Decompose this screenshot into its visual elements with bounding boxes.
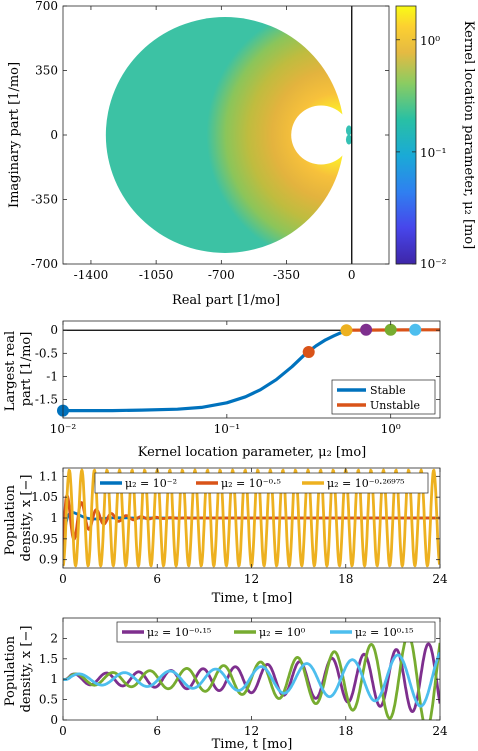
largest-real-part-legend: Stable Unstable: [331, 379, 436, 415]
mu-marker: [340, 324, 353, 337]
spectrum-xtick-label: -700: [208, 268, 235, 282]
unstable-simulation-xlabel: Time, t [mo]: [212, 737, 293, 751]
spectrum-xtick-label: -1050: [139, 268, 174, 282]
legend-label-mu-1e0: μ₂ = 10⁰: [259, 626, 306, 639]
spectrum-ytick-label: -700: [31, 257, 58, 271]
unstable-simulation-panel: 0 6 12 18 24 0 0.5 1 1.5 2 Time, t [mo] Populatio…: [3, 617, 448, 751]
mu-marker: [409, 323, 422, 336]
largest-real-part-ytick-label: -0.5: [35, 346, 58, 360]
legend-box: [116, 621, 436, 643]
largest-real-part-ticks: 10⁻² 10⁻¹ 10⁰ 0 -0.5 -1 -1.5: [35, 321, 440, 436]
stable-simulation-ticks: 0 6 12 18 24 0.9 0.95 1 1.05 1.1: [31, 468, 448, 586]
largest-real-part-xtick-label: 10⁰: [381, 422, 401, 436]
eigenvalue-disk: [105, 17, 345, 253]
eigenvalue-region: [105, 17, 352, 253]
colorbar-gradient-bar: [395, 5, 417, 265]
spectrum-panel: -1400 -1050 -700 -350 0 -700 -350 0 350 700 Real …: [7, 0, 476, 308]
largest-real-part-xtick-label: 10⁻¹: [214, 422, 240, 436]
legend-box: [94, 472, 429, 494]
spectrum-xtick-label: -1400: [74, 268, 109, 282]
stable-simulation-xlabel: Time, t [mo]: [212, 591, 293, 606]
spectrum-xlabel: Real part [1/mo]: [172, 293, 280, 308]
unstable-simulation-ytick-label: 1: [50, 672, 58, 686]
colorbar-tick-label: 10⁰: [420, 34, 440, 48]
stable-simulation-xtick-label: 12: [244, 572, 259, 586]
legend-label-mu-1e-0.15: μ₂ = 10⁻⁰·¹⁵: [147, 626, 211, 639]
spectrum-ticks: -1400 -1050 -700 -350 0 -700 -350 0 350 700: [31, 0, 389, 282]
unstable-simulation-xtick-label: 12: [244, 724, 259, 738]
colorbar-label: Kernel location parameter, μ₂ [mo]: [461, 21, 476, 249]
eigenvalue-cluster: [345, 134, 352, 145]
colorbar-tick-label: 10⁻¹: [420, 146, 446, 160]
unstable-simulation-ytick-label: 2: [50, 631, 58, 645]
unstable-simulation-legend: μ₂ = 10⁻⁰·¹⁵ μ₂ = 10⁰ μ₂ = 10⁰·¹⁵: [116, 621, 436, 643]
legend-box: [331, 379, 436, 415]
stable-simulation-xtick-label: 0: [59, 572, 67, 586]
unstable-simulation-xtick-label: 0: [59, 724, 67, 738]
stable-simulation-xtick-label: 18: [338, 572, 353, 586]
spectrum-ytick-label: -350: [31, 193, 58, 207]
stable-simulation-ytick-label: 1: [50, 511, 58, 525]
stable-simulation-legend: μ₂ = 10⁻² μ₂ = 10⁻⁰·⁵ μ₂ = 10⁻⁰·²⁶⁹⁷⁵: [94, 472, 429, 494]
unstable-simulation-ylabel-line-1: Population: [3, 635, 18, 706]
mu-marker: [302, 345, 315, 358]
stable-simulation-ylabel-line-2: density, x [−]: [19, 475, 34, 562]
stable-simulation-ylabel-line-1: Population: [3, 484, 18, 555]
mu-marker: [360, 323, 373, 336]
unstable-simulation-ytick-label: 0: [50, 713, 58, 727]
spectrum-ylabel: Imaginary part [1/mo]: [7, 62, 22, 208]
legend-label-mu-1e-0.5: μ₂ = 10⁻⁰·⁵: [221, 477, 281, 490]
largest-real-part-axes-box: [62, 320, 441, 419]
spectrum-xtick-label: 0: [348, 268, 356, 282]
largest-real-part-xtick-label: 10⁻²: [50, 422, 77, 436]
legend-label-stable: Stable: [370, 384, 406, 397]
unstable-simulation-ytick-label: 0.5: [39, 693, 58, 707]
legend-label-mu-1e-0.26975: μ₂ = 10⁻⁰·²⁶⁹⁷⁵: [327, 477, 405, 490]
mu-marker: [384, 323, 397, 336]
spectrum-xtick-label: -350: [273, 268, 300, 282]
stable-simulation-xtick-label: 6: [153, 572, 161, 586]
largest-real-part-ylabel-line-2: part [1/mo]: [19, 332, 34, 407]
unstable-simulation-ylabel-line-2: density, x [−]: [19, 626, 34, 713]
spectrum-ytick-label: 0: [50, 128, 58, 142]
largest-real-part-xlabel: Kernel location parameter, μ₂ [mo]: [138, 445, 366, 460]
colorbar: 10⁻² 10⁻¹ 10⁰ Kernel location parameter, μ…: [395, 5, 476, 271]
largest-real-part-ylabel: Largest real part [1/mo]: [3, 327, 34, 412]
stable-simulation-ytick-label: 0.9: [39, 553, 58, 567]
largest-real-part-ytick-label: -1.5: [35, 393, 58, 407]
unstable-simulation-xtick-label: 6: [153, 724, 161, 738]
simulation-line: [63, 494, 440, 560]
eigenvalue-gap: [291, 105, 351, 165]
largest-real-part-ylabel-line-1: Largest real: [3, 331, 18, 411]
legend-label-mu-1e-2: μ₂ = 10⁻²: [125, 477, 177, 490]
spectrum-ytick-label: 350: [35, 64, 58, 78]
unstable-simulation-xtick-label: 24: [432, 724, 448, 738]
stable-simulation-ylabel: Population density, x [−]: [3, 475, 34, 562]
stable-simulation-ytick-label: 1.05: [31, 490, 58, 504]
unstable-simulation-ylabel: Population density, x [−]: [3, 626, 34, 713]
largest-real-part-panel: 10⁻² 10⁻¹ 10⁰ 0 -0.5 -1 -1.5 Kernel location p…: [3, 320, 441, 460]
stable-simulation-ytick-label: 0.95: [31, 532, 58, 546]
stable-simulation-xtick-label: 24: [432, 572, 448, 586]
unstable-simulation-ytick-label: 1.5: [39, 652, 58, 666]
largest-real-part-ytick-label: -1: [46, 369, 58, 383]
spectrum-ytick-label: 700: [35, 0, 58, 13]
stable-simulation-panel: 0 6 12 18 24 0.9 0.95 1 1.05 1.1 Time, t [mo] Pop…: [3, 467, 448, 606]
simulation-line: [63, 633, 440, 720]
largest-real-part-ytick-label: 0: [50, 323, 58, 337]
colorbar-ticks: 10⁻² 10⁻¹ 10⁰: [396, 34, 447, 271]
series-line-stable: [63, 328, 348, 413]
legend-label-unstable: Unstable: [370, 399, 420, 412]
eigenvalue-cluster: [345, 125, 352, 136]
legend-label-mu-1e0.15: μ₂ = 10⁰·¹⁵: [355, 626, 414, 639]
unstable-simulation-ticks: 0 6 12 18 24 0 0.5 1 1.5 2: [39, 618, 448, 738]
stable-simulation-ytick-label: 1.1: [39, 469, 58, 483]
colorbar-tick-label: 10⁻²: [420, 257, 447, 271]
unstable-simulation-lines: [63, 633, 440, 720]
unstable-simulation-xtick-label: 18: [338, 724, 353, 738]
simulation-line: [63, 651, 440, 708]
